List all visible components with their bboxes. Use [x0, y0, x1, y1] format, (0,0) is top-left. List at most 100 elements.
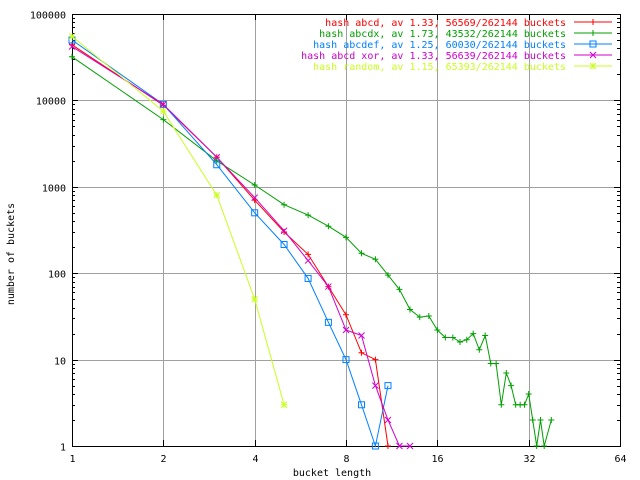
data-point [159, 100, 167, 108]
series-line [71, 56, 552, 447]
series-4 [68, 33, 288, 409]
data-point [425, 312, 432, 319]
data-point [325, 223, 332, 230]
data-point [416, 314, 423, 321]
data-point [456, 338, 463, 345]
data-point [305, 212, 312, 219]
data-point [358, 332, 365, 339]
data-point [358, 401, 366, 409]
series-2 [68, 36, 392, 450]
data-point [434, 327, 441, 334]
data-point [525, 390, 532, 397]
data-point [324, 318, 332, 326]
legend-marker [590, 19, 596, 25]
y-tick-label: 100 [48, 270, 66, 281]
data-point [372, 382, 379, 389]
data-point [280, 227, 288, 235]
data-point [406, 306, 413, 313]
data-point [487, 360, 494, 367]
grid [72, 14, 620, 446]
x-tick-label: 2 [160, 454, 166, 465]
axes: 1 2 4 8 16 32 64 1 10 100 1000 10000 100000 [30, 11, 627, 466]
legend-marker [589, 51, 597, 59]
data-point [498, 401, 505, 408]
data-point [251, 181, 258, 188]
data-point [251, 295, 259, 303]
data-point [304, 257, 312, 264]
data-point [280, 240, 288, 248]
data-point [343, 234, 349, 241]
data-point [68, 43, 76, 50]
y-tick-label: 100000 [30, 11, 66, 22]
data-point [541, 443, 548, 449]
data-point [281, 201, 288, 208]
legend-marker [590, 30, 596, 36]
series-layer [68, 33, 555, 450]
legend-marker [589, 62, 597, 70]
y-axis-label: number of buckets [6, 203, 17, 305]
data-point [476, 346, 483, 353]
data-point [159, 100, 167, 108]
data-point [160, 116, 167, 123]
series-line [71, 46, 410, 447]
x-tick-label: 32 [523, 454, 535, 465]
data-point [305, 251, 312, 258]
data-point [358, 250, 365, 257]
series-line [71, 44, 389, 447]
data-point [493, 360, 500, 367]
data-point [358, 349, 365, 356]
data-point [69, 53, 75, 60]
data-point [482, 332, 489, 339]
y-tick-label: 10000 [36, 97, 66, 108]
data-point [449, 334, 456, 341]
data-point [508, 382, 515, 389]
y-tick-label: 10 [54, 357, 66, 368]
y-tick-label: 1 [60, 443, 66, 454]
data-point [342, 326, 350, 334]
series-0 [69, 41, 391, 449]
data-point [251, 209, 259, 217]
data-point [325, 283, 332, 290]
data-point [521, 401, 528, 408]
data-point [372, 256, 379, 263]
legend-entry-label: hash abcd xor, av 1.33, 56639/262144 buc… [301, 51, 566, 62]
data-point [396, 442, 403, 450]
legend-entry-label: hash random, av 1.15, 65393/262144 bucke… [313, 62, 566, 73]
legend-entry-label: hash abcd, av 1.33, 56569/262144 buckets [325, 18, 566, 29]
data-point [213, 191, 221, 199]
data-point [213, 157, 220, 164]
x-tick-label: 8 [343, 454, 349, 465]
data-point [384, 272, 391, 279]
x-tick-label: 4 [252, 454, 258, 465]
y-tick-label: 1000 [42, 184, 66, 195]
data-point [213, 161, 221, 169]
data-point [342, 356, 350, 364]
data-point [384, 382, 392, 390]
series-line [71, 36, 285, 405]
plot-frame [72, 14, 621, 447]
series-1 [69, 53, 555, 449]
data-point [280, 401, 288, 409]
x-tick-label: 16 [431, 454, 443, 465]
data-point [251, 194, 259, 201]
series-3 [68, 43, 414, 450]
x-tick-label: 64 [614, 454, 626, 465]
data-point [371, 442, 379, 450]
legend-marker [589, 40, 597, 48]
data-point [406, 442, 414, 450]
data-point [343, 311, 349, 318]
x-tick-label: 1 [69, 454, 75, 465]
legend: hash abcd, av 1.33, 56569/262144 buckets… [301, 18, 612, 73]
data-point [533, 443, 540, 449]
data-point [68, 33, 76, 40]
data-point [442, 334, 449, 341]
data-point [548, 416, 555, 423]
data-point [159, 107, 167, 115]
legend-entry-label: hash abcdef, av 1.25, 60030/262144 bucke… [313, 40, 566, 51]
data-point [537, 416, 544, 423]
data-point [384, 443, 391, 449]
series-line [71, 39, 389, 448]
data-point [463, 336, 470, 343]
data-point [372, 356, 379, 363]
